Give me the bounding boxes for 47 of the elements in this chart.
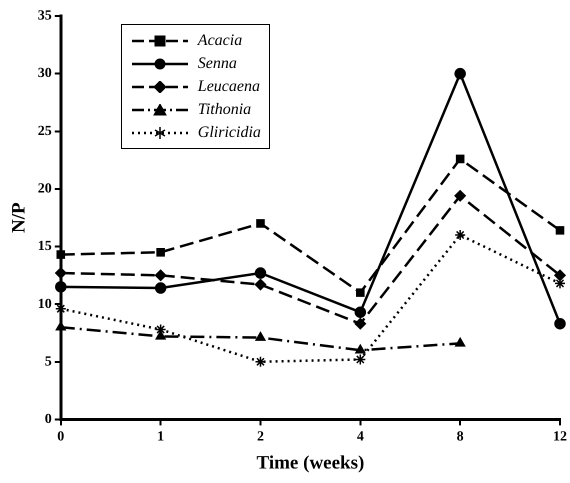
point: [156, 248, 165, 257]
point: [154, 282, 166, 294]
legend-label: Gliricidia: [198, 124, 261, 142]
point: [154, 324, 166, 336]
point: [256, 219, 265, 228]
y-tick-label: 0: [44, 412, 52, 428]
point: [154, 270, 166, 282]
legend-label: Leucaena: [198, 78, 260, 96]
y-tick-label: 25: [38, 124, 52, 139]
point: [255, 332, 266, 341]
point: [554, 278, 566, 290]
x-tick-label: 8: [456, 429, 464, 444]
legend-label: Senna: [198, 54, 237, 72]
x-axis-title: Time (weeks): [256, 452, 364, 474]
y-tick-label: 15: [38, 239, 52, 254]
y-tick-label: 10: [38, 296, 52, 312]
point: [456, 154, 464, 164]
y-tick-label: 30: [38, 66, 52, 82]
x-tick-label: 2: [256, 429, 264, 444]
y-tick-label: 35: [38, 8, 52, 24]
x-tick-label: 12: [553, 429, 567, 444]
point: [454, 190, 466, 202]
point: [254, 267, 266, 279]
x-tick-label: 1: [157, 429, 164, 444]
x-tick-label: 0: [57, 429, 64, 444]
point: [355, 344, 366, 354]
point: [556, 226, 564, 235]
point: [55, 267, 67, 279]
y-tick-label: 20: [38, 181, 52, 196]
point: [156, 330, 166, 340]
x-tick-label: 4: [356, 429, 364, 444]
y-axis-title: N/P: [8, 202, 30, 234]
point: [56, 250, 66, 259]
legend-label: Acacia: [198, 32, 242, 50]
legend-label: Tithonia: [198, 100, 252, 118]
point: [554, 270, 566, 282]
point: [354, 318, 366, 330]
point: [455, 338, 466, 347]
point: [354, 306, 366, 318]
point: [454, 229, 466, 241]
point: [356, 288, 365, 297]
point: [354, 354, 366, 366]
point: [55, 281, 67, 293]
point: [454, 68, 466, 80]
point: [254, 278, 266, 290]
y-tick-label: 5: [44, 354, 52, 370]
point: [554, 318, 566, 330]
